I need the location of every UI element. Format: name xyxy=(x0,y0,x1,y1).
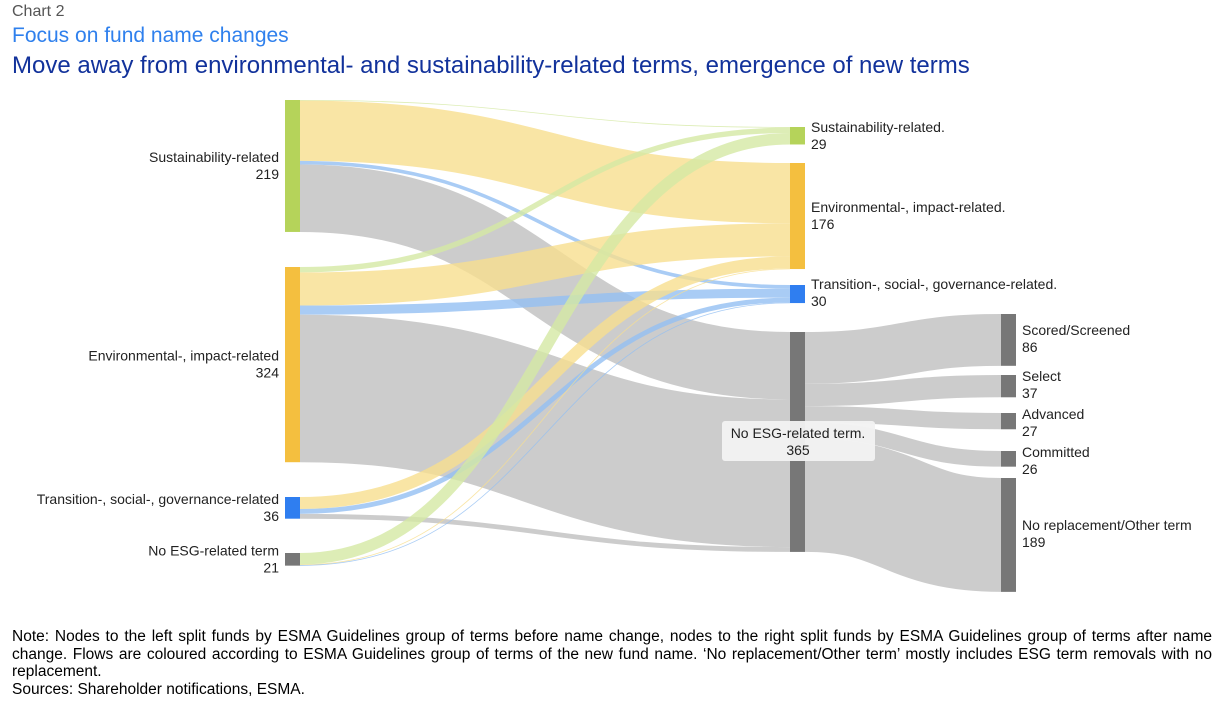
node-label: Transition-, social-, governance-related xyxy=(37,491,279,507)
sankey-node-L_sus xyxy=(285,100,300,232)
node-value: 30 xyxy=(811,293,827,309)
chart-subtitle: Focus on fund name changes xyxy=(12,24,289,47)
node-label: No replacement/Other term xyxy=(1022,517,1192,533)
node-label: Environmental-, impact-related xyxy=(88,348,279,364)
chart-number: Chart 2 xyxy=(12,3,65,20)
sankey-node-R_com xyxy=(1001,451,1016,467)
node-value: 29 xyxy=(811,136,827,152)
node-value: 21 xyxy=(263,559,279,575)
sankey-link-L_tra-M_env xyxy=(299,256,791,510)
sankey-link-M_no-R_sco xyxy=(804,314,1002,384)
sankey-link-L_env-M_no xyxy=(299,314,791,548)
links-layer xyxy=(299,100,1003,592)
node-value: 365 xyxy=(786,442,810,458)
sankey-link-L_env-M_tra xyxy=(299,288,791,315)
sankey-node-M_sus xyxy=(790,127,805,145)
sankey-link-L_sus-M_no xyxy=(299,164,791,400)
sankey-node-R_nor xyxy=(1001,478,1016,592)
node-label: Environmental-, impact-related. xyxy=(811,199,1006,215)
sankey-link-L_no-M_env xyxy=(299,268,791,566)
node-value: 26 xyxy=(1022,461,1038,477)
node-label: Sustainability-related. xyxy=(811,119,945,135)
node-label: Sustainability-related xyxy=(149,149,279,165)
node-value: 189 xyxy=(1022,534,1046,550)
sources-text: Sources: Shareholder notifications, ESMA… xyxy=(12,680,305,698)
sankey-link-M_no-R_nor xyxy=(803,438,1003,592)
sankey-link-L_no-M_tra xyxy=(299,302,791,566)
node-label: No ESG-related term. xyxy=(731,425,866,441)
node-label: Transition-, social-, governance-related… xyxy=(811,276,1057,292)
node-value: 36 xyxy=(263,508,279,524)
node-value: 219 xyxy=(256,166,280,182)
sankey-link-L_sus-M_env xyxy=(299,100,791,224)
node-value: 176 xyxy=(811,216,835,232)
sankey-link-L_tra-M_tra xyxy=(299,297,791,514)
sankey-link-L_env-M_env xyxy=(299,223,791,306)
node-value: 27 xyxy=(1022,423,1038,439)
sankey-link-M_no-R_sel xyxy=(804,374,1002,407)
sankey-link-L_tra-M_no xyxy=(299,513,791,552)
sankey-node-R_sco xyxy=(1001,314,1016,366)
sankey-node-L_env xyxy=(285,267,300,463)
node-label: Scored/Screened xyxy=(1022,322,1130,338)
sankey-node-R_sel xyxy=(1001,375,1016,398)
sankey-node-M_tra xyxy=(790,285,805,304)
sankey-node-L_no xyxy=(285,553,300,566)
node-value: 324 xyxy=(256,365,280,381)
node-label-box xyxy=(722,421,875,461)
sankey-node-M_env xyxy=(790,163,805,270)
footnote: Note: Nodes to the left split funds by E… xyxy=(12,628,1212,698)
nodes-layer xyxy=(285,100,1016,592)
node-label: Select xyxy=(1022,368,1061,384)
node-value: 86 xyxy=(1022,339,1038,355)
sankey-link-L_sus-M_sus xyxy=(299,100,791,128)
sankey-link-M_no-R_adv xyxy=(804,406,1002,430)
node-label: Committed xyxy=(1022,444,1090,460)
sankey-link-L_env-M_sus xyxy=(299,127,791,273)
chart-title: Move away from environmental- and sustai… xyxy=(12,52,970,79)
node-label: No ESG-related term xyxy=(148,542,279,558)
node-label: Advanced xyxy=(1022,406,1084,422)
note-text: Note: Nodes to the left split funds by E… xyxy=(12,628,1212,680)
sankey-node-L_tra xyxy=(285,497,300,519)
sankey-node-R_adv xyxy=(1001,413,1016,430)
node-value: 37 xyxy=(1022,385,1038,401)
sankey-link-L_no-M_sus xyxy=(299,133,791,565)
